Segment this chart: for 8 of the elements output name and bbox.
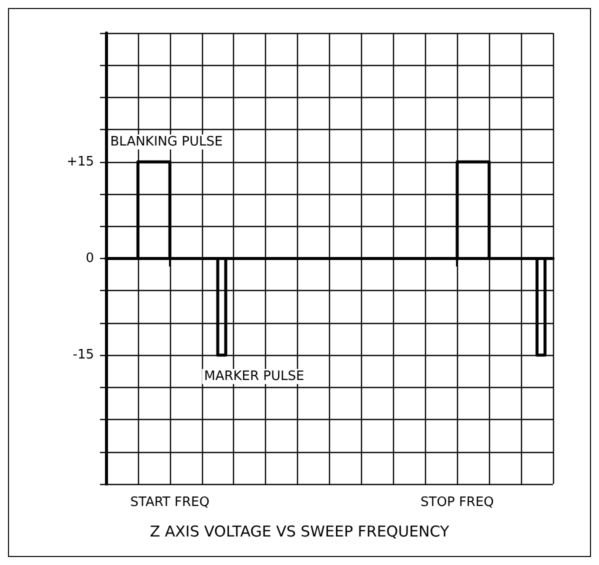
- y-tick-label: -15: [72, 348, 94, 363]
- text: Z AXIS VOLTAGE VS SWEEP FREQUENCY: [150, 522, 450, 540]
- x-tick-label: STOP FREQ: [420, 495, 494, 510]
- y-tick-label: +15: [66, 154, 94, 170]
- annotation: MARKER PULSE: [204, 368, 304, 384]
- annotation: BLANKING PULSE: [110, 134, 223, 150]
- x-tick-label: START FREQ: [130, 495, 210, 510]
- y-tick-label: 0: [86, 251, 94, 266]
